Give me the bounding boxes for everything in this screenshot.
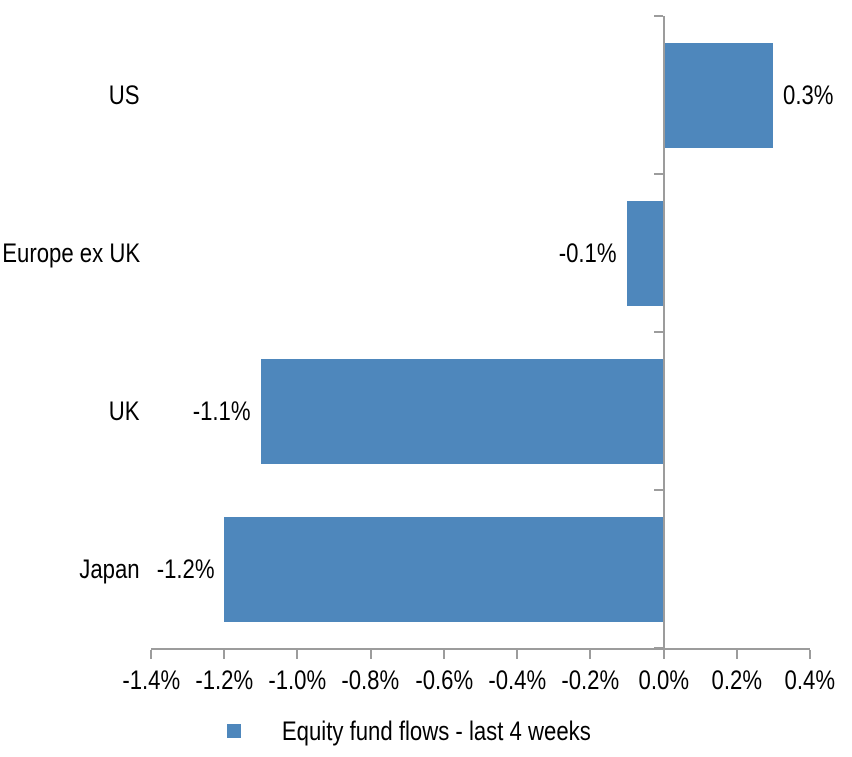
data-label-japan: -1.2%	[64, 549, 214, 589]
legend-color-swatch	[227, 724, 242, 738]
x-axis-tick-label-1-0: -1.0%	[252, 660, 342, 700]
category-label-us-text: US	[109, 80, 140, 110]
bar-japan	[224, 516, 664, 622]
data-label-europe-ex-uk: -0.1%	[467, 233, 617, 273]
x-axis-tick-label-0-8: -0.8%	[326, 660, 416, 700]
x-axis-tick	[589, 650, 592, 659]
x-axis-tick-label-0-2-text: -0.2%	[561, 665, 620, 695]
category-boundary-tick	[653, 489, 663, 491]
data-label-us-text: 0.3%	[783, 80, 834, 110]
x-axis-tick-label-0-4: -0.4%	[472, 660, 562, 700]
x-axis-tick-label-0-4-text: -0.4%	[488, 665, 547, 695]
x-axis-tick-label-0-6-text: -0.6%	[414, 665, 473, 695]
x-axis-tick-label-0-2: 0.2%	[692, 660, 782, 700]
x-axis-tick-label-0-2-text: 0.2%	[711, 665, 762, 695]
bar-uk	[260, 358, 664, 464]
x-axis-tick	[442, 650, 445, 659]
category-boundary-tick	[653, 331, 663, 333]
category-label-europe-ex-uk: Europe ex UK	[0, 233, 140, 273]
x-axis-tick	[516, 650, 519, 659]
bar-europe-ex-uk	[626, 200, 664, 306]
data-label-us: 0.3%	[783, 75, 852, 115]
x-axis-tick-label-0-0-text: 0.0%	[638, 665, 689, 695]
x-axis-tick-label-0-8-text: -0.8%	[341, 665, 400, 695]
category-label-japan: Japan	[0, 549, 140, 589]
legend-label: Equity fund flows - last 4 weeks	[282, 715, 591, 746]
category-label-uk-text: UK	[109, 396, 140, 426]
x-axis-tick-label-1-4-text: -1.4%	[122, 665, 180, 695]
category-label-us: US	[0, 75, 140, 115]
x-axis-tick-label-0-0: 0.0%	[619, 660, 709, 700]
category-label-japan-text: Japan	[79, 554, 140, 584]
data-label-uk-text: -1.1%	[192, 396, 251, 426]
x-axis-tick	[223, 650, 226, 659]
category-label-europe-ex-uk-text: Europe ex UK	[2, 238, 140, 268]
x-axis-tick-label-1-2: -1.2%	[179, 660, 269, 700]
x-axis-tick-label-1-0-text: -1.0%	[268, 665, 327, 695]
chart-legend: Equity fund flows - last 4 weeks	[0, 716, 852, 746]
category-boundary-tick	[653, 15, 663, 17]
x-axis-tick	[150, 650, 152, 659]
x-axis-tick-label-1-2-text: -1.2%	[195, 665, 254, 695]
x-axis-tick	[296, 650, 299, 659]
x-axis-tick-label-0-4-text: 0.4%	[784, 665, 836, 695]
x-axis-line	[151, 648, 810, 650]
x-axis-tick-label-1-4: -1.4%	[106, 660, 196, 700]
category-boundary-tick	[653, 173, 663, 175]
x-axis-tick	[735, 650, 738, 659]
x-axis-tick-label-0-4: 0.4%	[765, 660, 852, 700]
x-axis-tick-label-0-2: -0.2%	[545, 660, 635, 700]
zero-axis-line	[662, 16, 665, 648]
data-label-japan-text: -1.2%	[156, 554, 215, 584]
category-label-uk: UK	[0, 391, 140, 431]
data-label-europe-ex-uk-text: -0.1%	[559, 238, 617, 268]
bar-us	[663, 42, 774, 148]
x-axis-tick-label-0-6: -0.6%	[399, 660, 489, 700]
data-label-uk: -1.1%	[101, 391, 251, 431]
x-axis-tick	[809, 650, 811, 659]
x-axis-tick	[662, 650, 665, 659]
x-axis-tick	[369, 650, 372, 659]
